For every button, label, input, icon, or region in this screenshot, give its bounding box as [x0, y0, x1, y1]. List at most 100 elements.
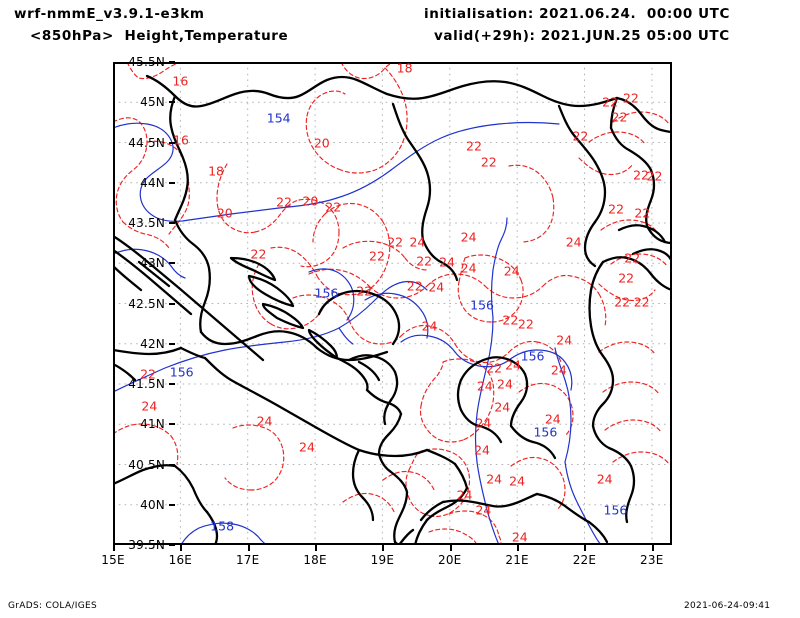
x-tick-label: 20E — [438, 553, 462, 567]
temperature-contour-label: 24 — [494, 399, 511, 415]
temperature-contour-label: 22 — [466, 138, 482, 154]
temperature-contour-label: 22 — [608, 201, 625, 216]
x-tick-label: 16E — [168, 553, 193, 567]
height-contour-label: 158 — [210, 518, 235, 534]
temperature-contour-label: 22 — [480, 154, 497, 170]
header-model-name: wrf-nmmE_v3.9.1-e3km — [14, 6, 205, 22]
temperature-contour-label: 22 — [614, 294, 631, 310]
x-tick-mark — [517, 545, 520, 551]
temperature-contour-label: 24 — [256, 413, 273, 429]
y-tick-mark — [169, 181, 175, 184]
temperature-contour-label: 22 — [387, 234, 404, 250]
temperature-contour-label: 22 — [646, 168, 663, 184]
y-tick-mark — [169, 463, 175, 466]
x-tick-mark — [180, 545, 183, 551]
x-tick-mark — [113, 545, 115, 551]
temperature-contour-label: 22 — [502, 312, 519, 328]
y-tick-mark — [169, 302, 175, 305]
header-valid-time: valid(+29h): 2021.JUN.25 05:00 UTC — [434, 28, 730, 44]
x-tick-mark — [315, 545, 318, 551]
temperature-contour-label: 22 — [618, 270, 635, 286]
temperature-contour-label: 22 — [250, 246, 267, 262]
temperature-contour-label: 24 — [596, 471, 613, 487]
y-tick-label: 42N — [140, 336, 165, 351]
temperature-contour-label: 24 — [505, 357, 521, 373]
temperature-contour-label: 22 — [624, 250, 641, 266]
temperature-contour-label: 24 — [475, 415, 492, 431]
temperature-contour-label: 24 — [556, 332, 573, 348]
y-axis-latitude: 39.5N 40N 40.5N 41N 41.5N 42N 42.5N 43N 43.5N 44N… — [107, 55, 175, 552]
temperature-contour-label: 24 — [141, 398, 158, 414]
height-contour-label: 156 — [169, 364, 194, 380]
temperature-contour-label: 24 — [456, 487, 473, 503]
temperature-contour-label: 22 — [633, 167, 649, 183]
y-tick-label: 40N — [140, 497, 165, 512]
x-tick-mark — [449, 545, 452, 551]
temperature-contour-label: 24 — [550, 362, 567, 377]
temperature-contour-label: 22 — [406, 278, 423, 294]
y-tick-label: 44N — [140, 175, 165, 190]
temperature-contour-label: 22 — [486, 360, 503, 376]
map-plot-area: 16 16 18 18 20 20 22 20 22 22 22 22 22 22 22 22 22 22 22 22… — [101, 55, 672, 567]
temperature-contour-label: 22 — [276, 194, 293, 210]
y-tick-label: 45N — [140, 95, 165, 110]
temperature-contour-label: 20 — [313, 135, 330, 150]
y-tick-label: 45.5N — [128, 55, 165, 69]
x-tick-label: 18E — [303, 553, 327, 567]
temperature-contour-label: 18 — [208, 163, 224, 179]
temperature-contour-label: 22 — [633, 294, 650, 310]
temperature-contour-label: 24 — [544, 411, 561, 427]
y-tick-label: 41N — [140, 417, 165, 432]
y-tick-mark — [169, 141, 175, 144]
y-tick-mark — [169, 222, 175, 224]
temperature-contour-label: 18 — [396, 60, 413, 76]
x-tick-mark — [247, 545, 250, 551]
temperature-contour-label: 24 — [486, 471, 503, 487]
temperature-contour-label: 24 — [476, 378, 493, 394]
temperature-contour-label: 22 — [611, 109, 628, 125]
x-tick-label: 23E — [640, 553, 664, 567]
temperature-contour-label: 24 — [428, 279, 445, 295]
header-level-field: <850hPa> Height,Temperature — [30, 28, 289, 44]
temperature-contour-label: 22 — [325, 199, 342, 215]
y-tick-mark — [169, 383, 175, 385]
temperature-contour-label: 24 — [509, 473, 526, 489]
temperature-contour-label: 22 — [634, 205, 651, 221]
height-contour-label: 156 — [603, 502, 628, 518]
temperature-contour-label: 20 — [216, 205, 233, 221]
y-tick-mark — [169, 262, 175, 265]
y-tick-label: 44.5N — [128, 135, 165, 150]
temperature-contour-label: 24 — [439, 254, 455, 270]
coastline-borders — [113, 74, 672, 545]
height-contour-label: 154 — [266, 110, 291, 126]
temperature-contour-label: 22 — [622, 90, 639, 106]
temperature-contour-label: 24 — [511, 529, 528, 545]
temperature-contour-label: 16 — [172, 73, 189, 88]
footer-attribution: GrADS: COLA/IGES — [8, 601, 97, 611]
x-tick-mark — [584, 545, 587, 551]
contour-map-canvas — [113, 62, 672, 545]
temperature-contour-label: 24 — [421, 318, 438, 334]
height-contour-label: 156 — [470, 297, 494, 313]
temperature-contour-label: 22 — [517, 316, 534, 332]
x-tick-mark — [651, 545, 654, 551]
y-tick-mark — [169, 342, 175, 345]
temperature-contour-label: 22 — [369, 248, 385, 264]
temperature-contour-label: 20 — [302, 193, 319, 209]
temperature-contour-label: 24 — [565, 234, 582, 249]
y-tick-label: 40.5N — [128, 457, 165, 472]
y-tick-label: 43N — [140, 256, 165, 271]
y-tick-mark — [169, 503, 175, 506]
temperature-contour-label: 16 — [173, 132, 189, 148]
temperature-contour-label: 24 — [503, 263, 520, 279]
temperature-contour-label: 24 — [460, 229, 477, 245]
temperature-contour-label: 22 — [572, 128, 589, 144]
y-tick-mark — [169, 423, 175, 426]
x-tick-label: 19E — [370, 553, 395, 567]
height-contour-label: 156 — [520, 348, 545, 364]
y-tick-label: 41.5N — [128, 377, 165, 391]
temperature-contour-label: 22 — [416, 253, 433, 269]
temperature-contour-label: 24 — [460, 260, 477, 276]
y-tick-mark — [169, 61, 175, 63]
temperature-contour-label: 24 — [409, 234, 426, 249]
